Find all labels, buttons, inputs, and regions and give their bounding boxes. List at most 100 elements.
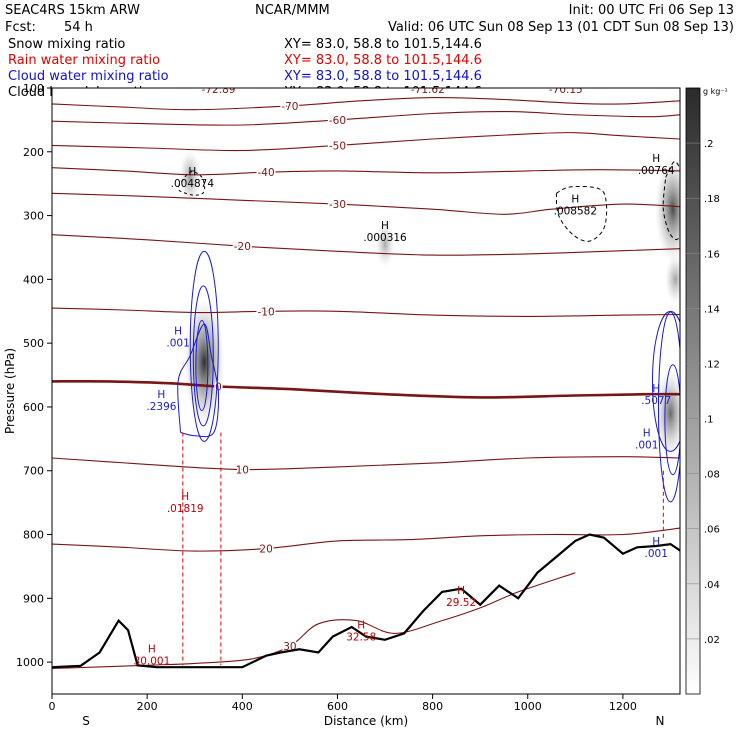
terrain-line (52, 533, 680, 669)
max-marker: H (457, 585, 465, 597)
max-value-label: .004874 (171, 178, 215, 190)
center-title: NCAR/MMM (255, 3, 330, 18)
colorbar-tick-label: .02 (704, 635, 720, 646)
colorbar-tick-label: .2 (704, 139, 714, 150)
isotherm--20 (52, 234, 680, 256)
isotherm-label: -50 (329, 140, 346, 152)
max-value-label: .001 (166, 337, 189, 349)
isotherm-10 (52, 456, 680, 471)
x-tick-label: 800 (422, 700, 443, 713)
colorbar-tick-label: .14 (704, 304, 720, 315)
isotherm-label: -60 (329, 115, 346, 127)
terrain-profile (52, 533, 680, 669)
isotherm-min-label: -71.62 (411, 84, 445, 96)
isotherm-label: 10 (236, 464, 249, 476)
valid-time: Valid: 06 UTC Sun 08 Sep 13 (01 CDT Sun … (388, 20, 734, 35)
max-value-label: .001 (635, 439, 658, 451)
isotherm-0 (52, 379, 680, 399)
colorbar-tick-label: .16 (704, 249, 720, 260)
y-axis-title: Pressure (hPa) (3, 348, 17, 434)
max-value-label: .000316 (363, 232, 407, 244)
y-tick-label: 600 (23, 401, 44, 414)
x-tick-label: 600 (327, 700, 348, 713)
model-title: SEAC4RS 15km ARW (5, 3, 140, 18)
cloud-ice-cell (664, 254, 680, 305)
cloud-ice-cell (655, 369, 680, 457)
colorbar-gradient (685, 87, 701, 695)
x-tick-label: 1200 (609, 700, 637, 713)
x-axis: 0 200 400 600 800 1000 1200 (49, 694, 637, 713)
cloud-water-contour (651, 310, 680, 452)
colorbar-tick-label: .04 (704, 580, 720, 591)
isotherm-label: -30 (329, 199, 346, 211)
cloud-water-contour (189, 250, 219, 442)
max-marker: H (157, 389, 165, 401)
isotherm--70 (52, 97, 680, 111)
snow-contour (662, 160, 680, 241)
max-labels: H.004874H.000316H.008582H.00764H.001H.23… (134, 153, 675, 668)
y-tick-label: 200 (23, 146, 44, 159)
isotherm--10 (52, 307, 680, 317)
cloud-water-contour (657, 311, 680, 503)
y-axis: 100 200 300 400 500 600 700 800 900 1000 (16, 82, 52, 669)
plot-area (51, 87, 681, 695)
y-tick-label: 900 (23, 592, 44, 605)
init-time: Init: 00 UTC Fri 06 Sep 13 (569, 3, 734, 18)
legend-item-name: Snow mixing ratio (8, 37, 125, 52)
max-value-label: .5077 (641, 395, 671, 407)
x-axis-south-label: S (82, 714, 90, 728)
max-value-label: 32.58 (346, 631, 376, 643)
colorbar-tick-label: .06 (704, 525, 720, 536)
cloud-ice-cell (655, 156, 680, 262)
max-marker: H (652, 383, 660, 395)
max-value-label: 29.52 (446, 597, 476, 609)
isotherm--40 (52, 167, 680, 176)
x-axis-title: Distance (km) (324, 714, 408, 728)
isotherm--60 (52, 111, 680, 126)
y-tick-label: 300 (23, 210, 44, 223)
cloud-ice-cell (178, 149, 201, 205)
isotherm-label: -20 (234, 241, 251, 253)
colorbar: g kg⁻¹ .02 .04 .06 .08 .1 .12 .14 .16 .18 .2 (685, 87, 728, 695)
snow-contour (555, 185, 608, 242)
isotherm-label: 20 (259, 544, 272, 556)
forecast-label: Fcst: (5, 20, 36, 35)
hydrometeor-contours (177, 160, 680, 666)
isotherm--50 (52, 132, 680, 152)
legend-item-xy: XY= 83.0, 58.8 to 101.5,144.6 (284, 37, 482, 52)
isotherm-30 (52, 572, 576, 670)
colorbar-unit: g kg⁻¹ (703, 87, 728, 96)
cloud-water-contour (192, 285, 214, 427)
isotherm-label: 0 (215, 382, 222, 394)
max-marker: H (652, 153, 660, 165)
x-tick-label: 0 (49, 700, 56, 713)
max-value-label: .01819 (167, 503, 204, 515)
cloud-ice-cell (375, 221, 395, 268)
max-value-label: 30.001 (134, 656, 171, 668)
max-marker: H (643, 427, 651, 439)
y-tick-label: 700 (23, 465, 44, 478)
max-value-label: .001 (645, 548, 668, 560)
y-tick-label: 100 (23, 82, 44, 95)
colorbar-tick-label: .1 (704, 415, 714, 426)
isotherm-label: -70 (281, 101, 298, 113)
x-tick-label: 200 (137, 700, 158, 713)
isotherm--30 (52, 192, 680, 215)
colorbar-tick-label: .12 (704, 359, 720, 370)
legend-item-name: Cloud water mixing ratio (8, 69, 169, 84)
isotherm-min-label: -72.89 (202, 84, 236, 96)
max-value-label: .00764 (638, 165, 675, 177)
max-marker: H (652, 536, 660, 548)
max-value-label: .008582 (554, 205, 597, 217)
forecast-hours: 54 h (64, 20, 93, 35)
x-axis-north-label: N (656, 714, 665, 728)
isotherm-min-label: -70.15 (549, 84, 583, 96)
isotherm-20 (52, 527, 680, 552)
colorbar-tick-label: .08 (704, 470, 720, 481)
x-tick-label: 400 (232, 700, 253, 713)
max-marker: H (174, 325, 182, 337)
max-marker: H (381, 220, 389, 232)
isotherm-label: -10 (258, 306, 275, 318)
